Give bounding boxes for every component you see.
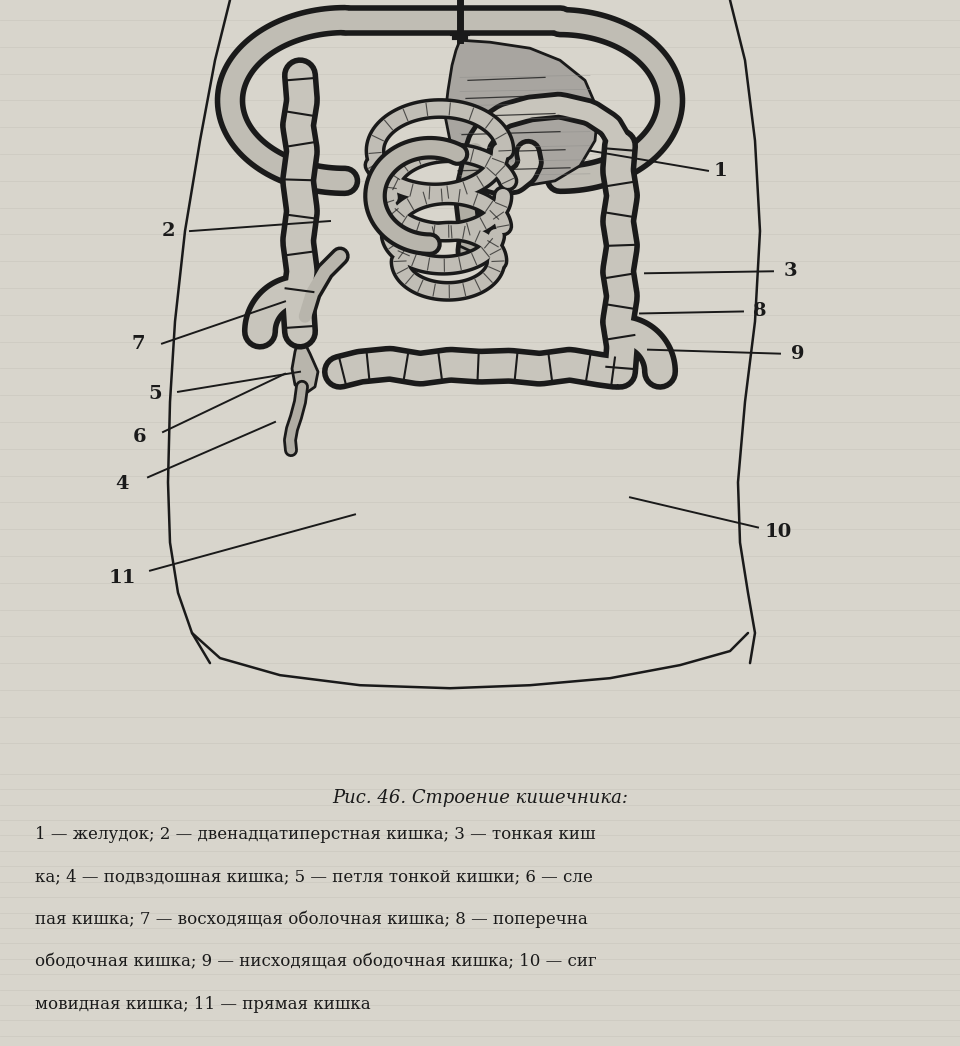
Text: пая кишка; 7 — восходящая оболочная кишка; 8 — поперечна: пая кишка; 7 — восходящая оболочная кишк… (35, 911, 588, 929)
Text: 11: 11 (108, 569, 135, 587)
Text: мовидная кишка; 11 — прямая кишка: мовидная кишка; 11 — прямая кишка (35, 996, 371, 1013)
Text: 3: 3 (783, 263, 797, 280)
Text: 5: 5 (148, 385, 162, 403)
Polygon shape (445, 40, 598, 186)
Text: 1: 1 (713, 162, 727, 180)
Text: 2: 2 (161, 222, 175, 241)
Text: 9: 9 (791, 345, 804, 363)
Polygon shape (292, 334, 318, 394)
Text: ободочная кишка; 9 — нисходящая ободочная кишка; 10 — сиг: ободочная кишка; 9 — нисходящая ободочна… (35, 953, 597, 971)
Text: 4: 4 (115, 475, 129, 494)
Text: 7: 7 (132, 335, 145, 353)
Text: 8: 8 (754, 302, 767, 320)
Text: 1 — желудок; 2 — двенадцатиперстная кишка; 3 — тонкая киш: 1 — желудок; 2 — двенадцатиперстная кишк… (35, 826, 595, 843)
Text: 10: 10 (764, 523, 792, 542)
Text: Рис. 46. Строение кишечника:: Рис. 46. Строение кишечника: (332, 789, 628, 806)
Text: ка; 4 — подвздошная кишка; 5 — петля тонкой кишки; 6 — сле: ка; 4 — подвздошная кишка; 5 — петля тон… (35, 868, 593, 886)
Text: 6: 6 (133, 428, 147, 446)
